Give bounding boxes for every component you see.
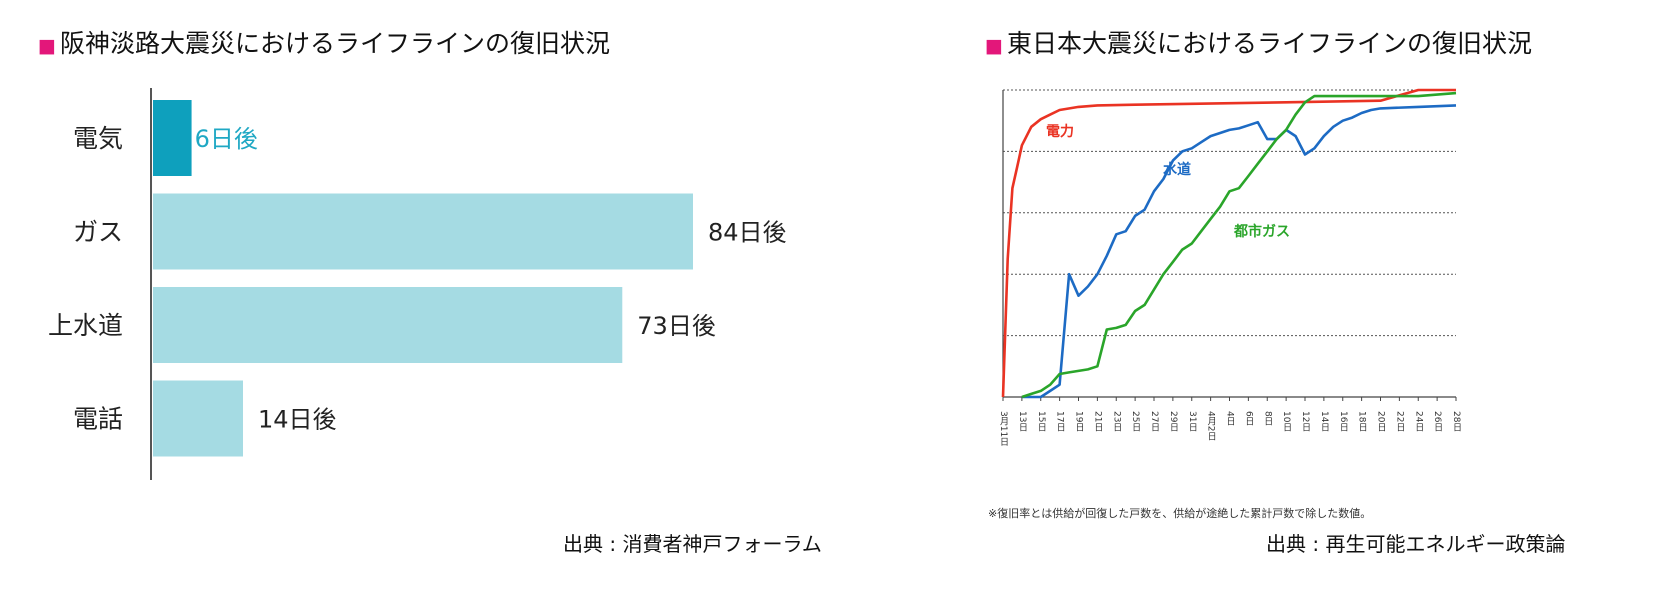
series-annotation: 都市ガス [1233, 223, 1290, 240]
x-tick-label: 4日 [1225, 411, 1235, 426]
right-source-credit: 出典 : 再生可能エネルギー政策論 [1266, 532, 1566, 556]
x-tick-label: 26日 [1432, 411, 1442, 431]
x-tick-label: 31日 [1187, 411, 1197, 431]
bar-value-label: 73日後 [637, 312, 716, 340]
chart-footnote: ※復旧率とは供給が回復した戸数を、供給が途絶した累計戸数で除した数値。 [988, 507, 1372, 520]
left-panel-title: ■ 阪神淡路大震災におけるライフラインの復旧状況 [38, 24, 610, 60]
x-tick-label: 15日 [1036, 411, 1046, 431]
bar-3 [153, 287, 623, 363]
series-line-3 [1021, 91, 1457, 399]
square-marker-icon: ■ [985, 35, 1003, 57]
bar-2 [153, 193, 693, 270]
x-tick-label: 25日 [1130, 411, 1140, 431]
bar-value-label: 14日後 [258, 406, 337, 434]
x-tick-label: 20日 [1376, 411, 1386, 431]
x-tick-label: 4月2日 [1206, 411, 1217, 440]
series-line-2 [1021, 104, 1457, 399]
series-annotation: 水道 [1163, 161, 1191, 178]
series-line-1 [1001, 88, 1456, 398]
x-tick-label: 12日 [1300, 411, 1310, 431]
x-tick-label: 16日 [1338, 411, 1348, 431]
square-marker-icon: ■ [38, 35, 56, 57]
right-title-text: 東日本大震災におけるライフラインの復旧状況 [1006, 29, 1532, 58]
category-label: 電話 [73, 405, 123, 434]
x-tick-label: 18日 [1357, 411, 1367, 431]
x-tick-label: 3月11日 [998, 411, 1009, 446]
x-tick-label: 21日 [1092, 411, 1102, 431]
category-label: ガス [73, 218, 123, 247]
x-tick-label: 8日 [1262, 411, 1272, 426]
x-tick-label: 22日 [1394, 411, 1404, 431]
x-tick-label: 28日 [1451, 411, 1461, 431]
bar-4 [153, 380, 243, 457]
x-tick-label: 6日 [1243, 411, 1253, 426]
bar-value-label: 6日後 [195, 125, 258, 153]
series-annotation: 電力 [1046, 123, 1074, 140]
bar-1 [153, 100, 192, 176]
x-tick-label: 14日 [1319, 411, 1329, 431]
left-title-text: 阪神淡路大震災におけるライフラインの復旧状況 [59, 29, 610, 58]
x-tick-label: 27日 [1149, 411, 1159, 431]
right-panel-title: ■ 東日本大震災におけるライフラインの復旧状況 [985, 24, 1532, 60]
bar-value-label: 84日後 [708, 219, 787, 247]
x-tick-label: 13日 [1017, 411, 1027, 431]
x-tick-label: 24日 [1413, 411, 1423, 431]
x-tick-label: 23日 [1111, 411, 1121, 431]
x-tick-label: 10日 [1281, 411, 1291, 431]
x-tick-label: 29日 [1168, 411, 1178, 431]
x-tick-label: 19日 [1074, 411, 1084, 431]
x-tick-label: 17日 [1055, 411, 1065, 431]
left-source-credit: 出典 : 消費者神戸フォーラム [563, 532, 822, 556]
right-line-chart: 復旧率(%)0%20%40%60%80%100%3月11日13日15日17日19… [998, 88, 1461, 446]
category-label: 上水道 [48, 311, 123, 340]
category-label: 電気 [73, 124, 123, 153]
